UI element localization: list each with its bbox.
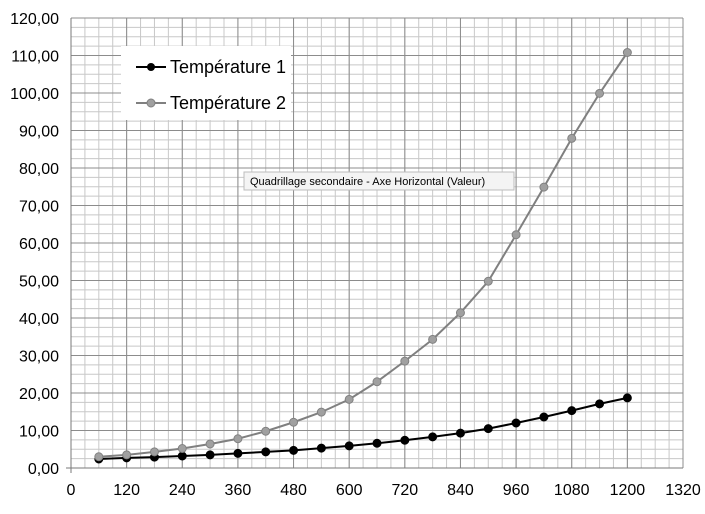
series-1-point[interactable] [205, 450, 215, 460]
y-tick-label: 10,00 [19, 424, 59, 441]
y-tick-label: 100,00 [10, 86, 59, 103]
y-tick-label: 0,00 [28, 461, 59, 478]
series-2[interactable] [94, 48, 632, 462]
series-2-point[interactable] [149, 447, 159, 457]
series-2-point[interactable] [622, 48, 632, 57]
y-tick-label: 30,00 [19, 349, 59, 366]
y-axis-tick-labels: 0,00 10,00 20,00 30,00 40,00 50,00 60,00 70,00 8… [10, 11, 59, 478]
x-tick-label: 120 [113, 482, 140, 499]
x-tick-label: 360 [225, 482, 252, 499]
y-tick-label: 80,00 [19, 161, 59, 178]
series-2-point[interactable] [539, 182, 549, 192]
x-tick-label: 0 [67, 482, 76, 499]
x-tick-label: 240 [169, 482, 196, 499]
y-tick-label: 70,00 [19, 199, 59, 216]
x-tick-label: 1320 [665, 482, 701, 499]
legend-marker-temperature-1 [147, 63, 155, 71]
series-1-point[interactable] [316, 443, 326, 453]
series-2-point[interactable] [316, 407, 326, 417]
series-1-point[interactable] [400, 435, 410, 445]
x-tick-label: 1200 [610, 482, 646, 499]
y-tick-label: 50,00 [19, 274, 59, 291]
x-tick-label: 840 [447, 482, 474, 499]
series-1-point[interactable] [622, 393, 632, 403]
series-2-point[interactable] [177, 444, 187, 453]
series-2-point[interactable] [233, 434, 243, 444]
series-1-point[interactable] [344, 441, 354, 451]
x-tick-label: 600 [336, 482, 363, 499]
series-1-point[interactable] [261, 447, 271, 457]
series-2-point[interactable] [455, 308, 465, 318]
series-1-point[interactable] [539, 412, 549, 422]
series-2-line[interactable] [98, 51, 629, 458]
series-layer [94, 48, 632, 464]
series-2-point[interactable] [372, 377, 382, 387]
series-2-point[interactable] [94, 452, 104, 462]
legend-label-temperature-2: Température 2 [170, 93, 286, 113]
series-2-point[interactable] [483, 276, 493, 286]
series-1-point[interactable] [567, 406, 577, 416]
series-2-point[interactable] [205, 439, 215, 449]
series-1-point[interactable] [428, 432, 438, 442]
tooltip-text: Quadrillage secondaire - Axe Horizontal … [250, 176, 485, 188]
axes [66, 18, 683, 473]
y-tick-label: 90,00 [19, 124, 59, 141]
series-1-point[interactable] [511, 418, 521, 428]
series-2-point[interactable] [595, 88, 605, 98]
series-2-point[interactable] [400, 356, 410, 366]
series-1-line[interactable] [98, 396, 628, 460]
series-1-point[interactable] [595, 399, 605, 409]
series-2-point[interactable] [289, 417, 299, 427]
y-tick-label: 110,00 [11, 49, 59, 66]
series-2-point[interactable] [511, 230, 521, 240]
x-tick-label: 960 [503, 482, 530, 499]
series-2-point[interactable] [261, 426, 271, 436]
series-2-point[interactable] [122, 450, 132, 460]
legend-box [121, 46, 291, 120]
y-tick-label: 60,00 [19, 236, 59, 253]
series-1-point[interactable] [233, 448, 243, 458]
tooltip-box [243, 171, 515, 191]
x-axis-tick-labels: 0 120 240 360 480 600 720 840 960 1080 1200 1320 [67, 482, 701, 499]
series-1[interactable] [94, 393, 632, 464]
series-1-point[interactable] [483, 424, 493, 434]
series-2-point[interactable] [344, 394, 354, 404]
x-tick-label: 720 [391, 482, 418, 499]
series-1-point[interactable] [455, 428, 465, 438]
series-2-point[interactable] [428, 334, 438, 344]
series-1-point[interactable] [177, 451, 187, 461]
legend-marker-temperature-2 [146, 98, 156, 108]
y-tick-label: 120,00 [10, 11, 59, 28]
y-tick-label: 20,00 [19, 386, 59, 403]
legend[interactable]: Température 1 Température 2 [121, 46, 291, 120]
legend-label-temperature-1: Température 1 [170, 57, 286, 77]
x-tick-label: 480 [280, 482, 307, 499]
hover-tooltip: Quadrillage secondaire - Axe Horizontal … [243, 171, 515, 191]
y-tick-label: 40,00 [19, 311, 59, 328]
x-tick-label: 1080 [554, 482, 590, 499]
series-1-point[interactable] [289, 445, 299, 455]
series-1-point[interactable] [372, 438, 382, 448]
series-2-point[interactable] [567, 133, 577, 143]
